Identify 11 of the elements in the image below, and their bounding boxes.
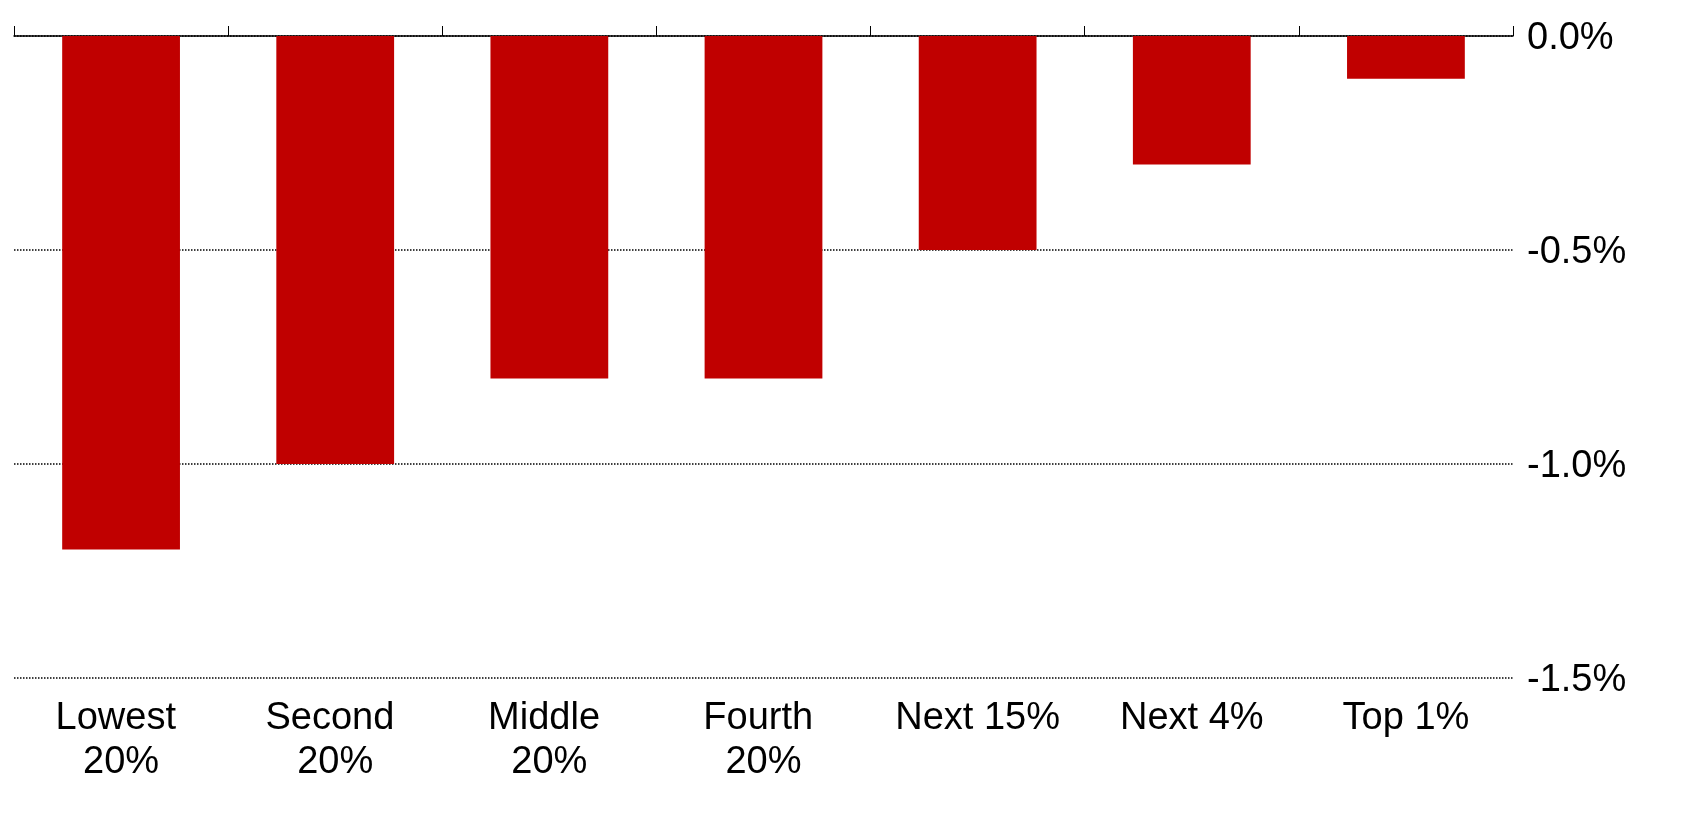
y-tick-label: 0.0%	[1527, 15, 1614, 57]
y-tick-label: -1.0%	[1527, 443, 1627, 485]
y-tick-label: -0.5%	[1527, 229, 1627, 271]
x-tick-label: Next 4%	[1119, 695, 1264, 737]
x-tick-label: Second 20%	[265, 695, 405, 781]
y-tick-label: -1.5%	[1527, 657, 1627, 699]
x-tick-label: Lowest 20%	[55, 695, 187, 781]
x-tick-label: Fourth 20%	[703, 695, 824, 781]
x-tick-label: Middle 20%	[488, 695, 611, 781]
x-tick-label: Next 15%	[895, 695, 1061, 737]
x-tick-label: Top 1%	[1342, 695, 1470, 737]
